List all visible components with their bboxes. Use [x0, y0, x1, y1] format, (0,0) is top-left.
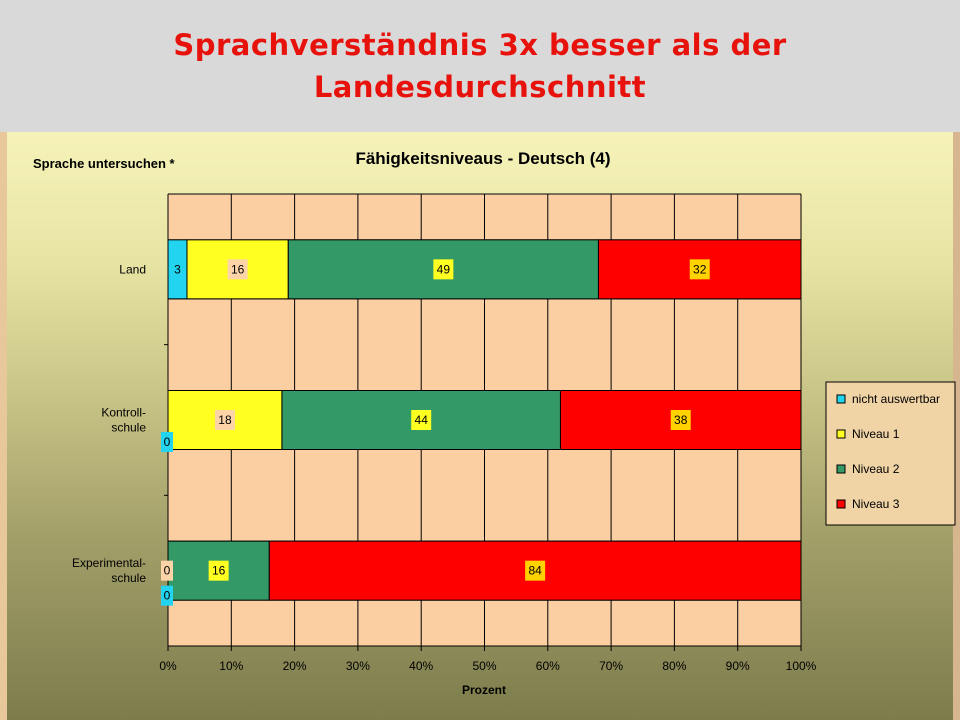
- right-border-strip: [953, 132, 960, 720]
- data-labels: 3 16 49 32 18 44 38 0 16 84 0 0: [161, 259, 710, 606]
- zero-label-box: [161, 585, 173, 606]
- bars: [167, 239, 802, 601]
- legend: nicht auswertbar Niveau 1 Niveau 2 Niveau 3: [825, 381, 956, 526]
- x-tick-label: 50%: [472, 659, 496, 673]
- data-label-box: [214, 410, 235, 430]
- x-tick-label: 0%: [159, 659, 177, 673]
- data-label-box: [208, 560, 229, 581]
- legend-entry: Niveau 1: [852, 427, 900, 441]
- data-label: 38: [674, 413, 688, 427]
- data-label-box: [689, 259, 710, 280]
- x-tick-label: 80%: [662, 659, 686, 673]
- legend-swatch: [836, 464, 846, 474]
- slide-header: [0, 0, 960, 132]
- x-tick-label: 10%: [219, 659, 243, 673]
- x-axis-label: Prozent: [462, 683, 506, 697]
- slide-title: Sprachverständnis 3x besser als der Land…: [0, 24, 960, 108]
- zero-label-box: [161, 432, 173, 452]
- chart-title: Fähigkeitsniveaus - Deutsch (4): [355, 149, 610, 168]
- data-label: 84: [528, 564, 542, 578]
- category-label-line: Kontroll-: [101, 406, 146, 420]
- category-label-line: Land: [119, 262, 146, 276]
- x-tick-label: 70%: [599, 659, 623, 673]
- x-tick-label: 20%: [283, 659, 307, 673]
- x-tick-label: 90%: [726, 659, 750, 673]
- data-label: 18: [218, 413, 232, 427]
- left-border-strip: [0, 132, 7, 720]
- zero-label-box: [161, 560, 173, 581]
- legend-swatch: [836, 499, 846, 509]
- category-label: Land: [119, 262, 146, 276]
- data-label-box: [433, 259, 454, 280]
- legend-entry: Niveau 3: [852, 497, 900, 511]
- x-tick-label: 100%: [786, 659, 817, 673]
- data-label: 49: [437, 262, 451, 276]
- data-label: 3: [174, 262, 181, 276]
- data-label: 32: [693, 262, 707, 276]
- category-label: Experimental-schule: [72, 556, 146, 585]
- data-label-box: [670, 410, 691, 430]
- legend-entry: nicht auswertbar: [852, 392, 940, 406]
- data-label: 0: [164, 589, 171, 603]
- legend-swatch: [836, 394, 846, 404]
- legend-entry: Niveau 2: [852, 462, 900, 476]
- data-label: 0: [164, 564, 171, 578]
- x-tick-labels: 0% 10% 20% 30% 40% 50% 60% 70% 80% 90% 100%: [159, 659, 816, 673]
- data-label: 44: [415, 413, 429, 427]
- chart-corner-label: Sprache untersuchen *: [33, 156, 176, 171]
- data-label: 16: [231, 262, 245, 276]
- x-tick-label: 60%: [536, 659, 560, 673]
- data-label-box: [170, 259, 184, 280]
- data-label-box: [525, 560, 546, 581]
- data-label-box: [411, 410, 432, 430]
- data-label: 0: [164, 435, 171, 449]
- category-label-line: schule: [111, 571, 146, 585]
- slide-title-line-2: Landesdurchschnitt: [313, 70, 647, 104]
- category-label-line: schule: [111, 421, 146, 435]
- stacked-bar-chart: Sprache untersuchen * Fähigkeitsniveaus …: [33, 149, 956, 697]
- slide-title-line-1: Sprachverständnis 3x besser als der: [173, 28, 787, 62]
- data-label-box: [227, 259, 248, 280]
- legend-box: [825, 381, 956, 526]
- category-label: Kontroll-schule: [101, 406, 146, 435]
- x-tick-label: 30%: [346, 659, 370, 673]
- x-tick-label: 40%: [409, 659, 433, 673]
- legend-swatch: [836, 429, 846, 439]
- data-label: 16: [212, 564, 226, 578]
- category-label-line: Experimental-: [72, 556, 146, 570]
